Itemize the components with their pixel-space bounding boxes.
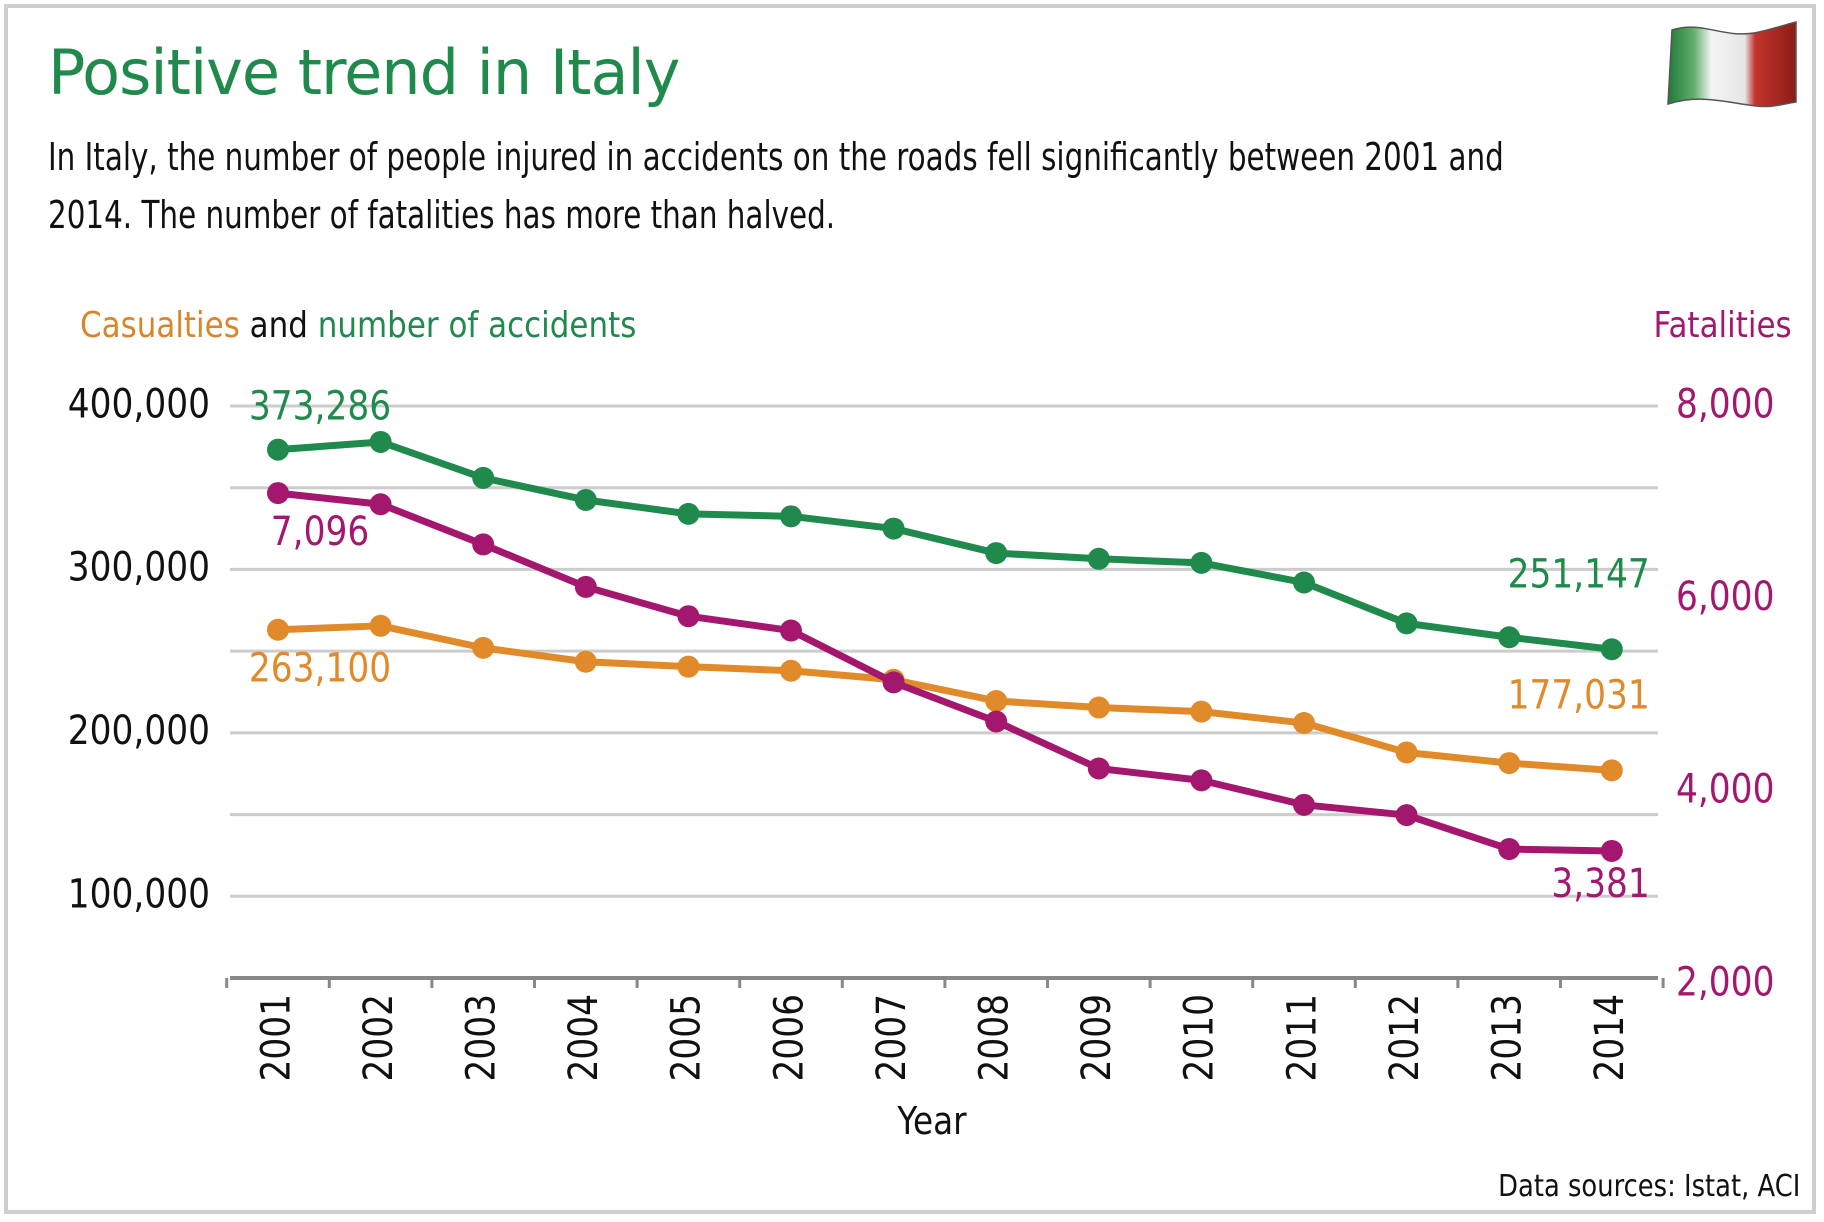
data-source: Data sources: Istat, ACI — [1497, 1169, 1800, 1204]
data-point — [780, 659, 802, 682]
x-axis-title: Year — [896, 1100, 966, 1144]
x-tick-label: 2002 — [354, 994, 401, 1082]
data-label: 3,381 — [1551, 859, 1649, 906]
data-point — [1395, 741, 1418, 764]
legend-casualties: Casualties — [80, 305, 240, 346]
data-point — [677, 605, 700, 628]
x-tick-label: 2014 — [1586, 994, 1633, 1082]
data-point — [472, 636, 495, 659]
x-tick-label: 2007 — [867, 994, 914, 1082]
data-point — [1293, 793, 1315, 816]
data-point — [1190, 551, 1213, 574]
legend-and: and — [239, 305, 318, 346]
left-axis-legend: Casualties and number of accidents — [80, 305, 636, 346]
left-tick-label: 300,000 — [68, 543, 210, 590]
right-tick-label: 8,000 — [1676, 380, 1774, 427]
data-point — [1600, 638, 1623, 661]
data-point — [1498, 752, 1521, 775]
right-axis-legend: Fatalities — [1653, 305, 1792, 346]
data-point — [985, 710, 1008, 733]
data-point — [882, 671, 905, 694]
data-point — [369, 430, 392, 453]
left-tick-label: 100,000 — [68, 870, 210, 917]
x-tick-label: 2004 — [560, 994, 607, 1082]
data-label: 373,286 — [249, 382, 391, 429]
data-point — [267, 618, 289, 641]
data-point — [1600, 759, 1623, 782]
data-point — [1293, 712, 1315, 735]
data-point — [1087, 547, 1110, 570]
data-point — [472, 466, 495, 489]
right-tick-label: 2,000 — [1676, 958, 1774, 1005]
x-tick-label: 2013 — [1483, 994, 1530, 1082]
data-point — [985, 689, 1008, 712]
data-point — [267, 482, 289, 505]
data-label: 251,147 — [1508, 550, 1650, 597]
data-label: 177,031 — [1508, 671, 1650, 718]
data-point — [1190, 700, 1213, 723]
left-tick-label: 200,000 — [68, 707, 210, 754]
data-point — [1087, 696, 1110, 719]
data-point — [369, 493, 392, 516]
data-point — [574, 488, 597, 511]
series-line — [277, 438, 1613, 653]
data-point — [1087, 757, 1110, 780]
data-point — [882, 517, 905, 540]
data-point — [677, 502, 700, 525]
data-point — [985, 542, 1008, 565]
data-point — [780, 619, 802, 642]
data-point — [574, 650, 597, 673]
data-point — [1190, 769, 1213, 792]
data-point — [1498, 626, 1521, 649]
right-tick-label: 6,000 — [1676, 572, 1774, 619]
left-tick-label: 400,000 — [68, 380, 210, 427]
chart-subtitle: In Italy, the number of people injured i… — [48, 135, 1504, 237]
x-tick-label: 2009 — [1073, 994, 1120, 1082]
x-tick-label: 2011 — [1278, 994, 1325, 1082]
data-point — [472, 533, 495, 556]
data-point — [1600, 839, 1623, 862]
x-tick-label: 2008 — [970, 994, 1017, 1082]
data-point — [1498, 838, 1521, 861]
chart-frame — [4, 4, 1816, 1214]
data-point — [267, 438, 289, 461]
series-line — [277, 622, 1613, 774]
data-point — [574, 575, 597, 598]
italy-flag-icon — [1667, 21, 1797, 108]
data-point — [1395, 612, 1418, 635]
series-line — [277, 489, 1612, 855]
data-label: 7,096 — [271, 508, 369, 555]
x-tick-label: 2010 — [1175, 994, 1222, 1082]
x-tick-label: 2005 — [662, 994, 709, 1082]
x-tick-label: 2012 — [1380, 994, 1427, 1082]
data-label: 263,100 — [249, 644, 391, 691]
data-point — [1293, 571, 1315, 594]
x-tick-label: 2006 — [765, 994, 812, 1082]
data-point — [780, 505, 802, 528]
x-tick-label: 2001 — [252, 994, 299, 1082]
data-point — [369, 614, 392, 637]
x-tick-label: 2003 — [457, 994, 504, 1082]
data-point — [677, 655, 700, 678]
right-tick-label: 4,000 — [1676, 765, 1774, 812]
legend-accidents: number of accidents — [317, 305, 637, 346]
chart-title: Positive trend in Italy — [48, 36, 680, 109]
data-point — [1395, 804, 1418, 827]
